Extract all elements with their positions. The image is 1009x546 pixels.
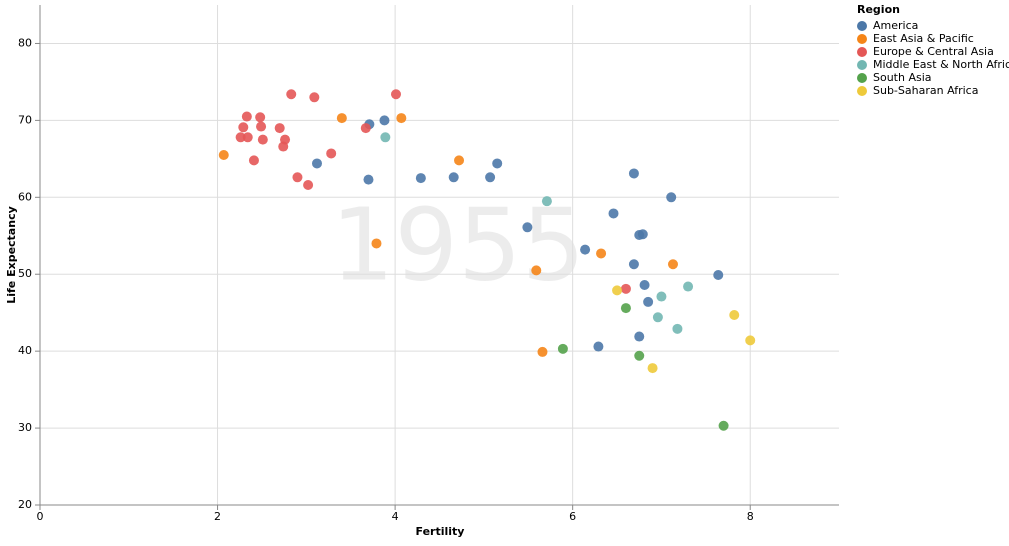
point [292, 172, 303, 183]
y-tick-label: 40 [18, 344, 32, 357]
point [485, 172, 496, 183]
point [537, 346, 548, 357]
point [541, 196, 552, 207]
y-tick-label: 50 [18, 267, 32, 280]
legend-swatch [857, 34, 867, 44]
point [557, 343, 568, 354]
point [448, 172, 459, 183]
legend-label: Middle East & North Africa [873, 58, 1009, 71]
point [531, 265, 542, 276]
point [218, 150, 229, 160]
point [255, 112, 266, 123]
point [620, 283, 631, 294]
legend-swatch [857, 73, 867, 83]
legend-swatch [857, 60, 867, 70]
point [492, 158, 503, 169]
point [311, 158, 322, 169]
point [256, 121, 267, 132]
point [336, 113, 347, 124]
legend-label: America [873, 19, 918, 32]
point [380, 132, 391, 143]
y-tick-label: 60 [18, 190, 32, 203]
point [360, 123, 371, 134]
point [667, 259, 678, 270]
point [303, 180, 314, 190]
point [634, 331, 645, 342]
point [326, 148, 337, 159]
legend-label: East Asia & Pacific [873, 32, 974, 45]
y-tick-label: 30 [18, 421, 32, 434]
point [647, 363, 658, 374]
point [656, 291, 667, 302]
point [454, 155, 465, 166]
point [379, 115, 390, 126]
point [396, 113, 407, 124]
y-tick-label: 20 [18, 498, 32, 511]
point [666, 192, 677, 203]
point [596, 248, 607, 259]
x-axis-title: Fertility [416, 525, 465, 538]
point [274, 123, 285, 134]
point [628, 259, 639, 270]
point [639, 280, 650, 290]
point [634, 350, 645, 361]
legend-label: South Asia [873, 71, 932, 84]
point [278, 141, 289, 152]
point [248, 155, 259, 166]
point [745, 335, 756, 346]
point [612, 285, 623, 296]
point [718, 420, 729, 431]
point [238, 122, 249, 133]
x-tick-label: 4 [392, 510, 399, 523]
point [652, 312, 663, 323]
x-tick-label: 8 [747, 510, 754, 523]
point [683, 281, 694, 292]
point [580, 244, 591, 255]
legend-label: Europe & Central Asia [873, 45, 994, 58]
legend-swatch [857, 86, 867, 96]
point [242, 132, 253, 143]
point [620, 303, 631, 314]
point [390, 89, 401, 100]
point [637, 229, 648, 240]
point [643, 296, 654, 307]
point [713, 270, 724, 280]
x-tick-label: 0 [37, 510, 44, 523]
legend-title: Region [857, 3, 900, 16]
point [593, 341, 604, 352]
legend-swatch [857, 21, 867, 31]
y-tick-label: 80 [18, 36, 32, 49]
point [235, 132, 246, 143]
point [608, 208, 619, 219]
point [672, 323, 683, 334]
point [309, 92, 320, 103]
point [257, 134, 268, 145]
legend-label: Sub-Saharan Africa [873, 84, 978, 97]
legend-swatch [857, 47, 867, 57]
y-tick-label: 70 [18, 113, 32, 126]
x-tick-label: 2 [214, 510, 221, 523]
point [241, 111, 252, 122]
point [522, 222, 533, 233]
point [628, 168, 639, 179]
point [286, 89, 297, 100]
point [371, 238, 382, 249]
y-axis-title: Life Expectancy [5, 206, 18, 304]
point [363, 174, 374, 185]
x-tick-label: 6 [569, 510, 576, 523]
point [729, 310, 740, 320]
point [415, 173, 426, 184]
